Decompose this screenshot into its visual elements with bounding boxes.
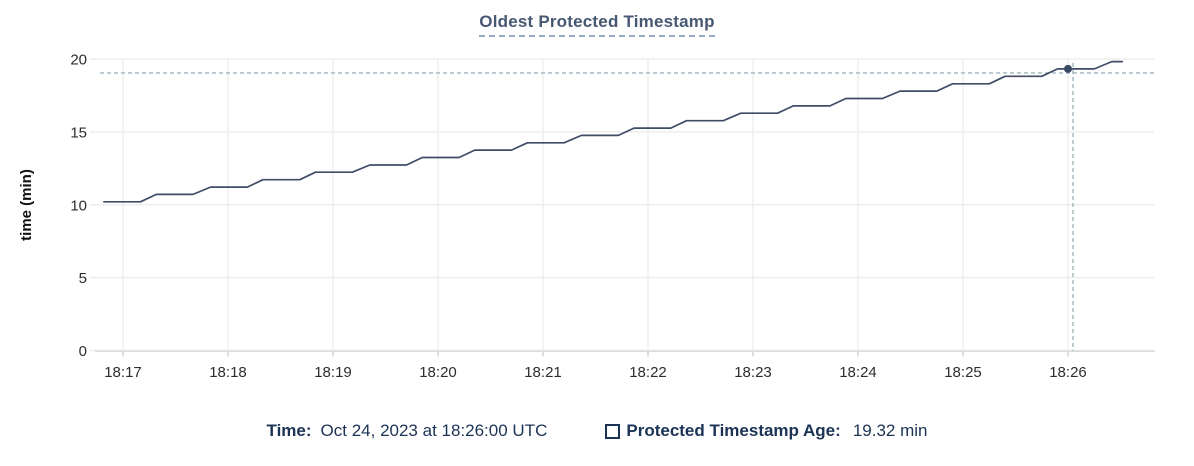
y-tick-label: 5 — [79, 270, 87, 287]
legend-series-group: Protected Timestamp Age: 19.32 min — [605, 421, 927, 441]
x-tick-label: 18:24 — [839, 364, 877, 381]
chart-title[interactable]: Oldest Protected Timestamp — [479, 12, 715, 37]
y-tick-label: 10 — [70, 197, 87, 214]
x-tick-label: 18:23 — [734, 364, 772, 381]
x-tick-label: 18:25 — [944, 364, 982, 381]
x-tick-label: 18:20 — [419, 364, 457, 381]
x-tick-label: 18:18 — [209, 364, 247, 381]
legend-series-label: Protected Timestamp Age: — [626, 421, 841, 440]
x-tick-label: 18:26 — [1049, 364, 1087, 381]
x-tick-label: 18:19 — [314, 364, 352, 381]
y-tick-label: 20 — [70, 52, 87, 69]
x-tick-label: 18:17 — [104, 364, 142, 381]
chart-legend: Time: Oct 24, 2023 at 18:26:00 UTC Prote… — [0, 420, 1194, 442]
legend-time-group: Time: Oct 24, 2023 at 18:26:00 UTC — [267, 421, 548, 441]
legend-time-value: Oct 24, 2023 at 18:26:00 UTC — [320, 421, 548, 440]
chart-title-row: Oldest Protected Timestamp — [0, 12, 1194, 37]
y-tick-label: 0 — [79, 343, 87, 360]
series-line-protected-timestamp-age — [102, 60, 1124, 203]
y-axis-title: time (min) — [18, 169, 35, 241]
x-tick-label: 18:21 — [524, 364, 562, 381]
legend-series-value: 19.32 min — [852, 421, 928, 440]
y-tick-label: 15 — [70, 124, 87, 141]
series-checkbox-icon[interactable] — [605, 423, 621, 439]
hover-point-dot — [1064, 64, 1072, 73]
legend-time-label: Time: — [266, 421, 312, 440]
x-tick-label: 18:22 — [629, 364, 667, 381]
